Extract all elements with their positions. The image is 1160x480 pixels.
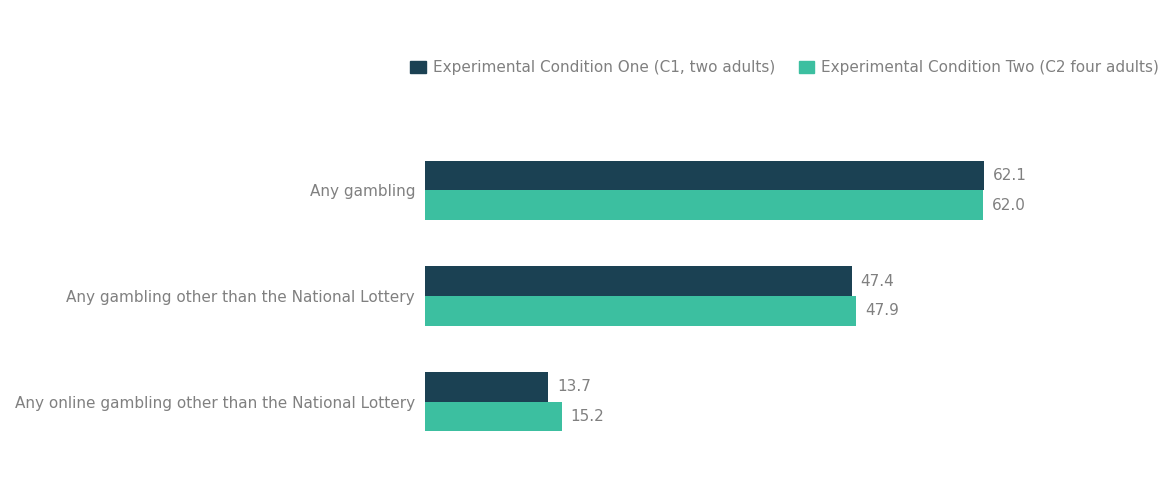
Text: 62.0: 62.0 [992,198,1025,213]
Bar [425,191,983,220]
Bar [425,402,561,431]
Text: 47.9: 47.9 [865,303,899,318]
Bar [425,161,984,191]
Bar [425,296,856,325]
Legend: Experimental Condition One (C1, two adults), Experimental Condition Two (C2 four: Experimental Condition One (C1, two adul… [411,60,1159,75]
Text: 47.4: 47.4 [861,274,894,289]
Text: 13.7: 13.7 [557,379,592,395]
Bar [425,266,851,296]
Text: 62.1: 62.1 [993,168,1027,183]
Bar [425,372,549,402]
Text: 15.2: 15.2 [571,409,604,424]
